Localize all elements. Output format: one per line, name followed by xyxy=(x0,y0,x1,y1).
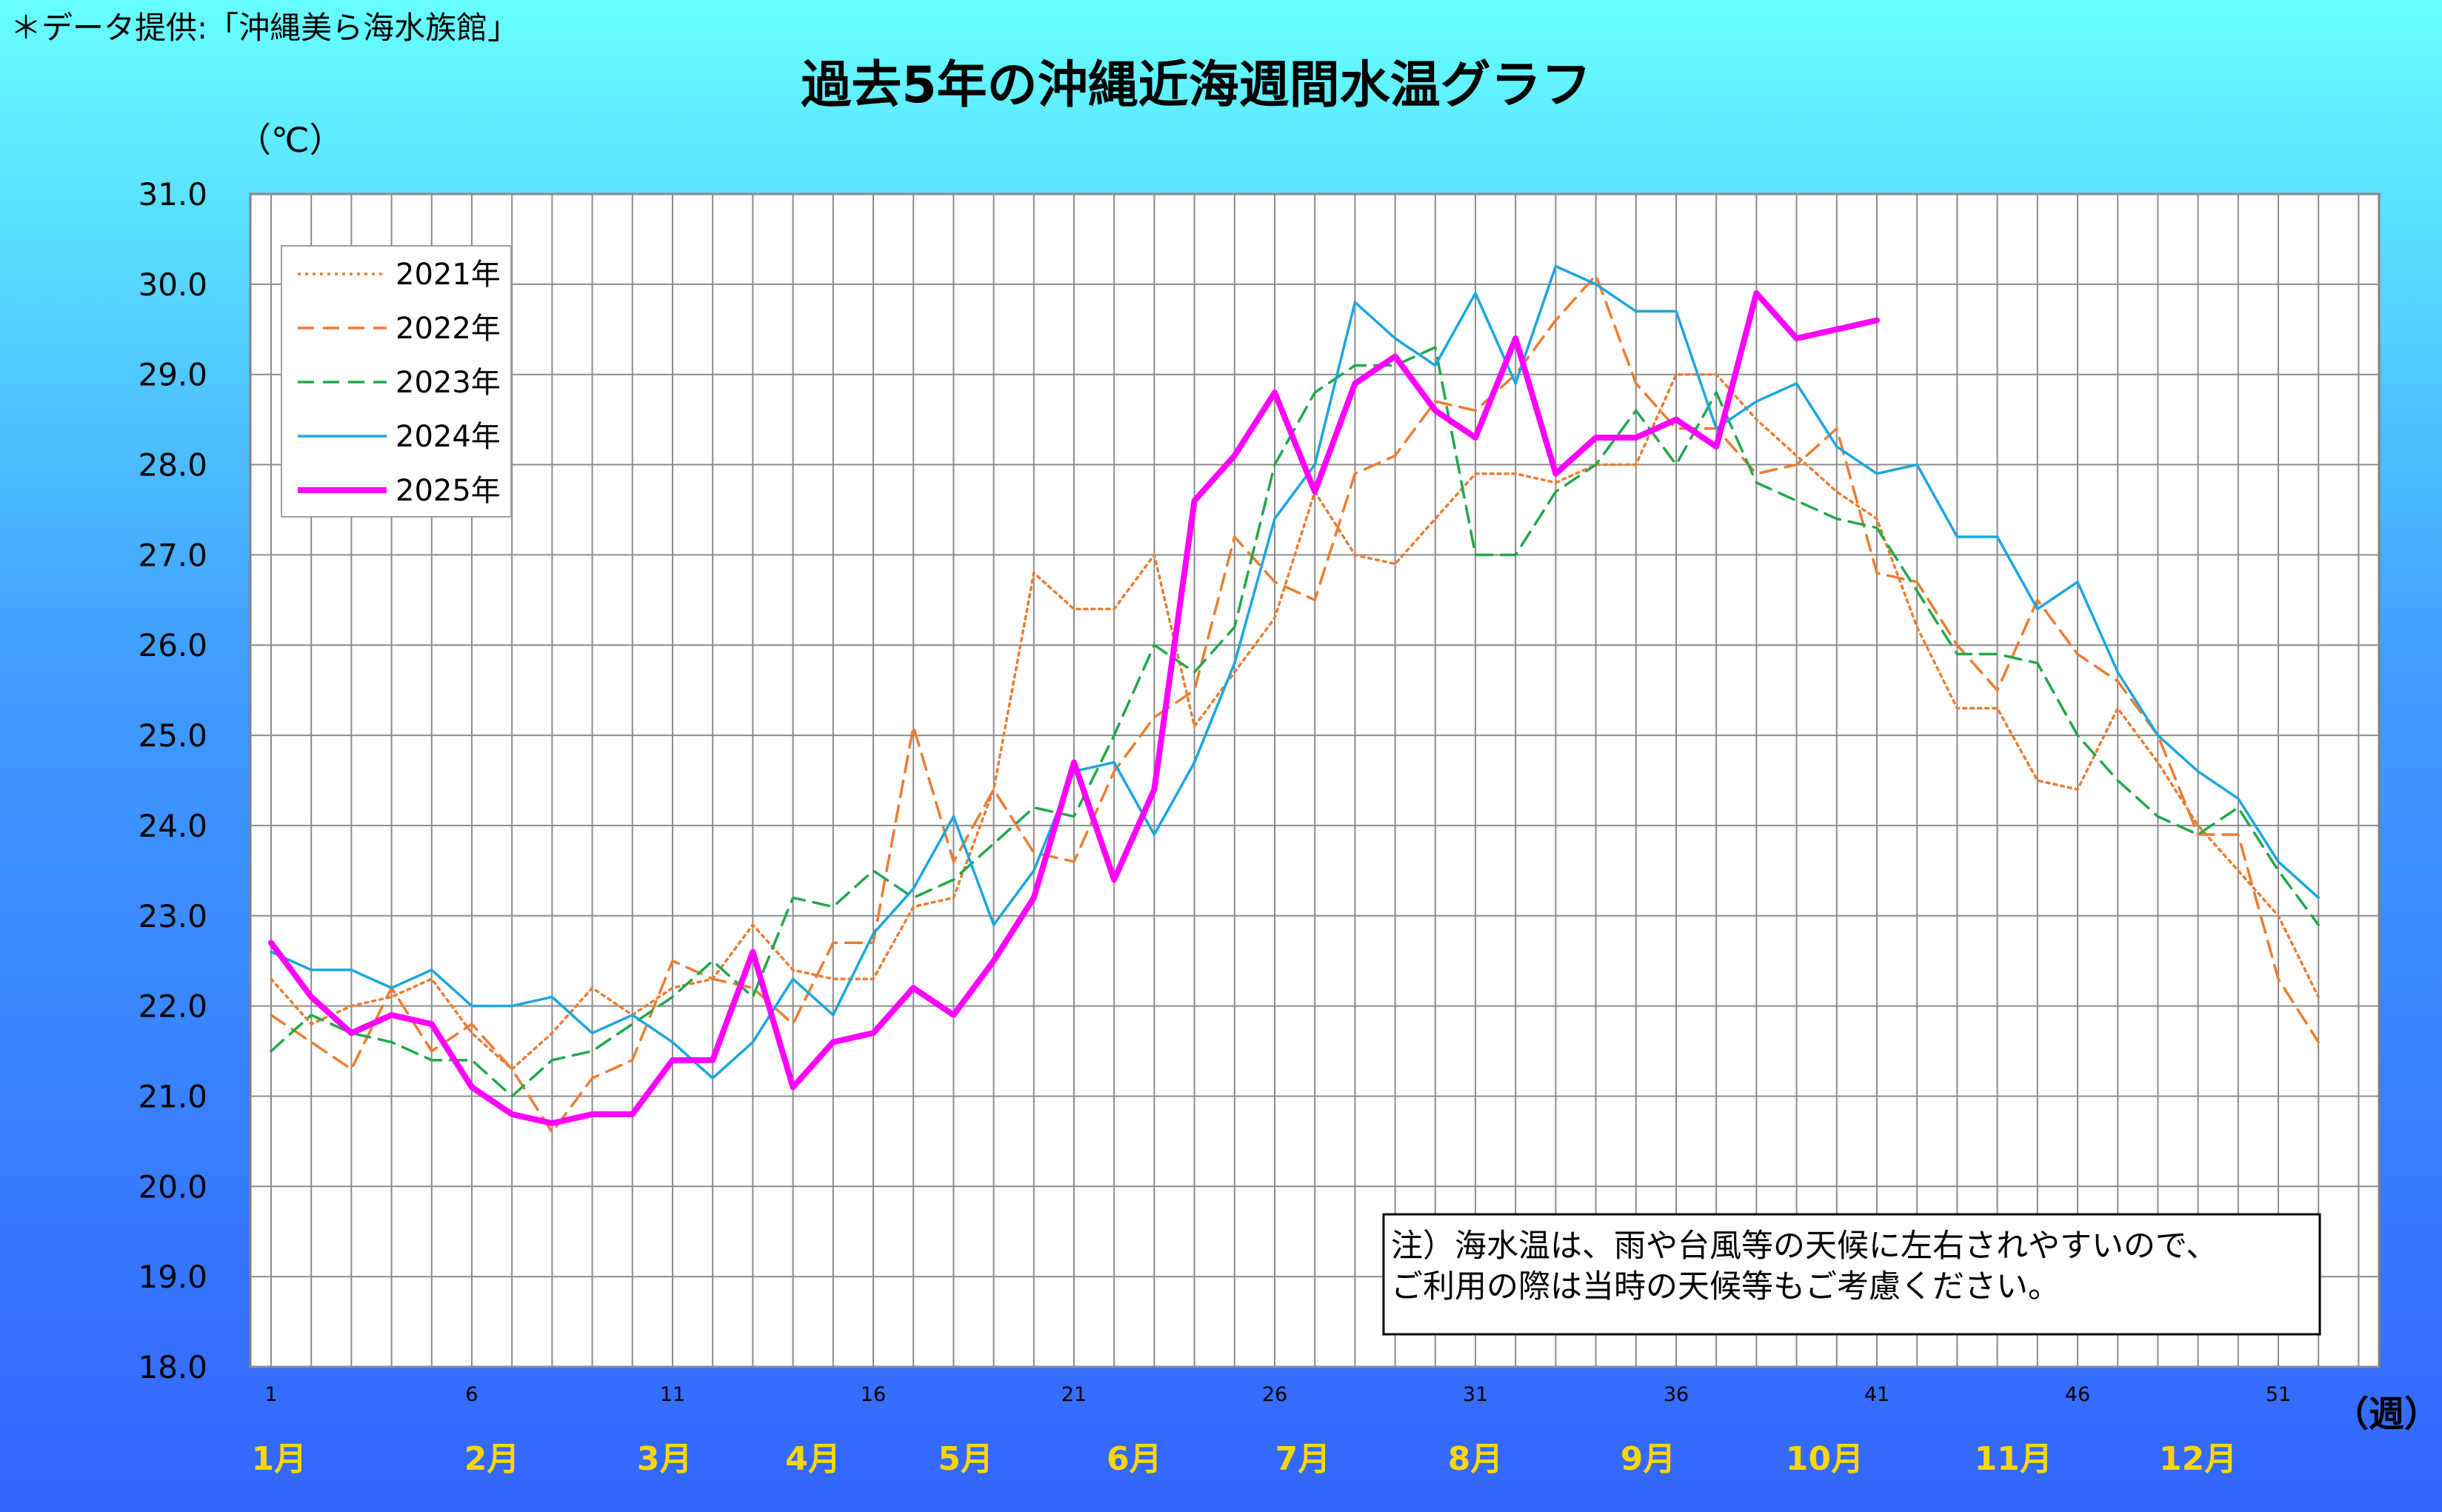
y-tick-label: 31.0 xyxy=(138,176,207,213)
x-tick-label: 26 xyxy=(1262,1383,1287,1406)
y-tick-label: 20.0 xyxy=(138,1168,207,1205)
month-label: 12月 xyxy=(2159,1440,2237,1478)
y-tick-label: 24.0 xyxy=(138,808,207,844)
x-axis-unit-label: （週） xyxy=(2333,1394,2440,1435)
x-tick-label: 46 xyxy=(2065,1383,2090,1406)
legend-box xyxy=(281,245,512,518)
month-label: 11月 xyxy=(1975,1440,2052,1478)
chart-title: 過去5年の沖縄近海週間水温グラフ xyxy=(801,56,1591,115)
series-2 xyxy=(270,346,2320,1098)
legend-label: 2024年 xyxy=(396,420,501,454)
month-label: 7月 xyxy=(1275,1440,1331,1478)
month-label: 8月 xyxy=(1448,1440,1504,1478)
series-3 xyxy=(270,264,2320,1080)
legend-label: 2022年 xyxy=(396,312,501,346)
data-series xyxy=(268,264,2320,1134)
y-tick-label: 29.0 xyxy=(138,357,207,393)
y-tick-label: 23.0 xyxy=(138,898,207,934)
y-tick-label: 22.0 xyxy=(138,989,207,1025)
y-tick-label: 28.0 xyxy=(138,447,207,484)
note-line-2: ご利用の際は当時の天候等もご考慮ください。 xyxy=(1391,1268,2060,1305)
month-label: 4月 xyxy=(785,1440,841,1478)
series-line xyxy=(270,372,2320,1071)
x-tick-label: 6 xyxy=(465,1383,478,1406)
grid xyxy=(250,193,2379,1368)
x-tick-label: 16 xyxy=(861,1383,886,1406)
x-tick-label: 51 xyxy=(2266,1383,2291,1406)
x-tick-label: 11 xyxy=(660,1383,685,1406)
month-label: 9月 xyxy=(1621,1440,1676,1478)
series-line xyxy=(270,346,2320,1098)
series-4 xyxy=(268,290,1880,1126)
x-tick-label: 31 xyxy=(1463,1383,1488,1406)
legend-label: 2021年 xyxy=(396,258,501,292)
month-label: 2月 xyxy=(464,1440,520,1478)
x-tick-label: 21 xyxy=(1061,1383,1087,1406)
series-0 xyxy=(270,372,2320,1071)
legend-label: 2023年 xyxy=(396,366,501,400)
series-line xyxy=(268,290,1880,1126)
data-credit: ＊データ提供:「沖縄美ら海水族館」 xyxy=(10,10,518,46)
month-label: 5月 xyxy=(938,1440,993,1478)
y-tick-label: 30.0 xyxy=(138,267,207,303)
note-box: 注）海水温は、雨や台風等の天候に左右されやすいので、 ご利用の際は当時の天候等も… xyxy=(1382,1213,2321,1336)
y-tick-label: 21.0 xyxy=(138,1078,207,1114)
y-axis-unit-label: （℃） xyxy=(237,120,344,160)
x-tick-label: 36 xyxy=(1664,1383,1689,1406)
month-label: 1月 xyxy=(252,1440,307,1478)
note-line-1: 注）海水温は、雨や台風等の天候に左右されやすいので、 xyxy=(1391,1228,2218,1265)
month-label: 10月 xyxy=(1786,1440,1864,1478)
legend-label: 2025年 xyxy=(396,474,501,508)
series-line xyxy=(270,273,2320,1134)
legend: 2021年 2022年 2023年 2024年 2025年 xyxy=(281,245,512,518)
month-label: 6月 xyxy=(1107,1440,1162,1478)
x-tick-label: 1 xyxy=(264,1383,277,1406)
series-1 xyxy=(270,273,2320,1134)
month-labels: 1月 2月 3月 4月 5月 6月 7月 8月 9月 10月 11月 12月 xyxy=(252,1440,2238,1478)
y-tick-label: 27.0 xyxy=(138,537,207,573)
legend-items: 2021年 2022年 2023年 2024年 2025年 xyxy=(298,258,501,508)
y-tick-label: 26.0 xyxy=(138,627,207,663)
x-tick-label: 41 xyxy=(1864,1383,1889,1406)
y-tick-labels: 18.0 19.0 20.0 21.0 22.0 23.0 24.0 25.0 26.0 27.0… xyxy=(138,176,207,1385)
y-tick-label: 18.0 xyxy=(138,1349,207,1385)
month-label: 3月 xyxy=(637,1440,693,1478)
series-line xyxy=(270,264,2320,1080)
y-tick-label: 25.0 xyxy=(138,717,207,754)
note-frame xyxy=(1382,1213,2321,1336)
x-tick-labels: 1 6 11 16 21 26 31 36 41 46 51 xyxy=(264,1383,2291,1406)
y-tick-label: 19.0 xyxy=(138,1259,207,1295)
